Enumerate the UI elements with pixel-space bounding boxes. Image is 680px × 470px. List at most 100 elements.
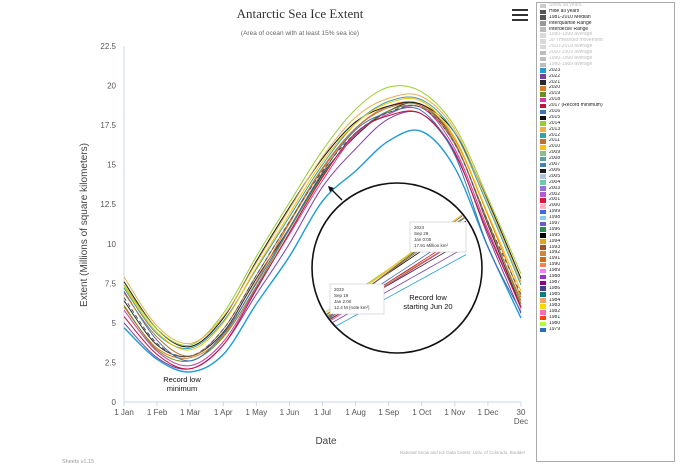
legend-swatch-icon xyxy=(540,33,546,38)
legend-item[interactable]: 2001 xyxy=(537,197,674,203)
legend-item[interactable]: 2007 xyxy=(537,162,674,168)
legend-item[interactable]: 2010-2019 average xyxy=(537,44,674,50)
legend-swatch-icon xyxy=(540,192,546,197)
legend-item[interactable]: 2005 xyxy=(537,174,674,180)
record-low-june-label: Record low starting Jun 20 xyxy=(403,293,452,311)
legend-item[interactable]: 2000 xyxy=(537,203,674,209)
legend-item[interactable]: 2015 xyxy=(537,115,674,121)
legend-item[interactable]: 1996 xyxy=(537,227,674,233)
legend-item-label: 2011 xyxy=(549,138,560,144)
legend-item-label: 2023 xyxy=(549,67,561,73)
legend-item[interactable]: 2010 xyxy=(537,144,674,150)
legend-item[interactable]: 2016 xyxy=(537,109,674,115)
legend-item-label: 2014 xyxy=(549,120,561,126)
legend-item[interactable]: 2018 xyxy=(537,97,674,103)
legend-item[interactable]: 2012 xyxy=(537,133,674,139)
x-tick-label: 1 Oct xyxy=(412,408,432,417)
credits[interactable]: National Snow and Ice Data Center, Univ.… xyxy=(400,450,526,455)
legend-item[interactable]: 2006 xyxy=(537,168,674,174)
legend-item[interactable]: 2019 xyxy=(537,91,674,97)
legend-item[interactable]: 2020 xyxy=(537,85,674,91)
legend-item[interactable]: 1990-1999 average xyxy=(537,56,674,62)
legend-item[interactable]: 1985 xyxy=(537,292,674,298)
legend-item[interactable]: 2003 xyxy=(537,186,674,192)
legend-item[interactable]: 1989 xyxy=(537,268,674,274)
series-line-2018 xyxy=(123,105,522,367)
legend-item[interactable]: 1988 xyxy=(537,274,674,280)
legend-item[interactable]: 1980-1989 average xyxy=(537,62,674,68)
y-axis-label: Extent (Millions of square kilometers) xyxy=(79,143,90,307)
legend-swatch-icon xyxy=(540,280,546,286)
legend-item[interactable]: 2013 xyxy=(537,127,674,133)
legend-swatch-icon xyxy=(540,50,546,56)
series-line-2014 xyxy=(123,85,522,347)
tooltip-b-line-1: 2023 xyxy=(414,225,425,230)
legend-item-label: 1990 xyxy=(549,262,561,268)
legend-item[interactable]: Hide all years xyxy=(537,9,674,15)
x-tick-label: 1 Mar xyxy=(180,408,201,417)
legend-swatch-icon xyxy=(540,221,546,227)
legend-item[interactable]: 2009 xyxy=(537,150,674,156)
legend-item-label: 1982 xyxy=(549,309,561,315)
legend-item[interactable]: 1997 xyxy=(537,221,674,227)
legend-item[interactable]: 1979 xyxy=(537,327,674,333)
legend-item[interactable]: 1982 xyxy=(537,309,674,315)
legend-item[interactable]: 1981 xyxy=(537,315,674,321)
legend-item[interactable]: 1990 xyxy=(537,262,674,268)
legend-item[interactable]: 1994 xyxy=(537,239,674,245)
hamburger-menu-icon[interactable] xyxy=(512,9,528,23)
legend-item[interactable]: 2002 xyxy=(537,192,674,198)
legend-item[interactable]: 2017 (Record minimum) xyxy=(537,103,674,109)
record-low-minimum-label: Record low minimum xyxy=(163,375,201,393)
legend-item-label: 1995 xyxy=(549,232,561,238)
legend-swatch-icon xyxy=(540,162,546,168)
legend-swatch-icon xyxy=(540,103,546,109)
legend-item[interactable]: 2004 xyxy=(537,180,674,186)
legend-item-label: 2005 xyxy=(549,173,561,179)
legend-item-label: 1990-1999 average xyxy=(549,32,593,38)
legend-item[interactable]: 1981-2010 Median xyxy=(537,15,674,21)
legend-item[interactable]: 1984 xyxy=(537,298,674,304)
legend-item[interactable]: 1990-1999 average xyxy=(537,32,674,38)
tooltip-a-line-1: 2022 xyxy=(334,287,345,292)
legend-item[interactable]: 1987 xyxy=(537,280,674,286)
legend-item[interactable]: 2021 xyxy=(537,80,674,86)
legend-swatch-icon xyxy=(540,62,546,68)
legend-item[interactable]: Interdecile Range xyxy=(537,27,674,33)
legend-item[interactable]: 1986 xyxy=(537,286,674,292)
legend-item[interactable]: 1983 xyxy=(537,303,674,309)
legend-item-label: 1981 xyxy=(549,315,561,321)
y-tick-label: 0 xyxy=(112,398,117,407)
legend-item[interactable]: 30 Threshold movement xyxy=(537,38,674,44)
legend-item[interactable]: 2014 xyxy=(537,121,674,127)
legend-item[interactable]: 1995 xyxy=(537,233,674,239)
legend-item[interactable]: 2022 xyxy=(537,74,674,80)
tooltip-b-line-3: Jan 0:00 xyxy=(414,237,432,242)
legend-swatch-icon xyxy=(540,44,546,50)
legend-item[interactable]: 2023 xyxy=(537,68,674,74)
tooltip-b: 2023 Sep 29 Jan 0:00 17.91 Million km² xyxy=(409,221,467,253)
legend-item-label: Show all years xyxy=(549,3,582,8)
tooltip-a-line-3: Jan 2:00 xyxy=(334,299,352,304)
legend-swatch-icon xyxy=(540,298,546,303)
legend-item[interactable]: 1991 xyxy=(537,256,674,262)
legend-item[interactable]: 2008 xyxy=(537,156,674,162)
legend-item-label: 1979 xyxy=(549,326,561,332)
legend-item-label: 1981-2010 Median xyxy=(549,14,591,20)
legend-item-label: 2016 xyxy=(549,109,561,115)
zoom-inset: 2022 Sep 19 Jan 2:00 12.4 M (note km²) 2… xyxy=(311,182,483,354)
legend-swatch-icon xyxy=(540,168,546,174)
legend-item-label: 1993 xyxy=(549,244,561,250)
y-tick-label: 12.5 xyxy=(100,200,116,209)
legend-item[interactable]: Show all years xyxy=(537,3,674,9)
legend-item[interactable]: 2000-2009 average xyxy=(537,50,674,56)
legend-item[interactable]: 1980 xyxy=(537,321,674,327)
legend-item[interactable]: 1993 xyxy=(537,245,674,251)
legend-item[interactable]: 2011 xyxy=(537,138,674,144)
legend-item[interactable]: 1992 xyxy=(537,250,674,256)
legend-swatch-icon xyxy=(540,86,546,91)
legend-item[interactable]: 1998 xyxy=(537,215,674,221)
legend-item[interactable]: 1999 xyxy=(537,209,674,215)
legend-swatch-icon xyxy=(540,80,546,85)
legend-item[interactable]: Interquartile Range xyxy=(537,21,674,27)
